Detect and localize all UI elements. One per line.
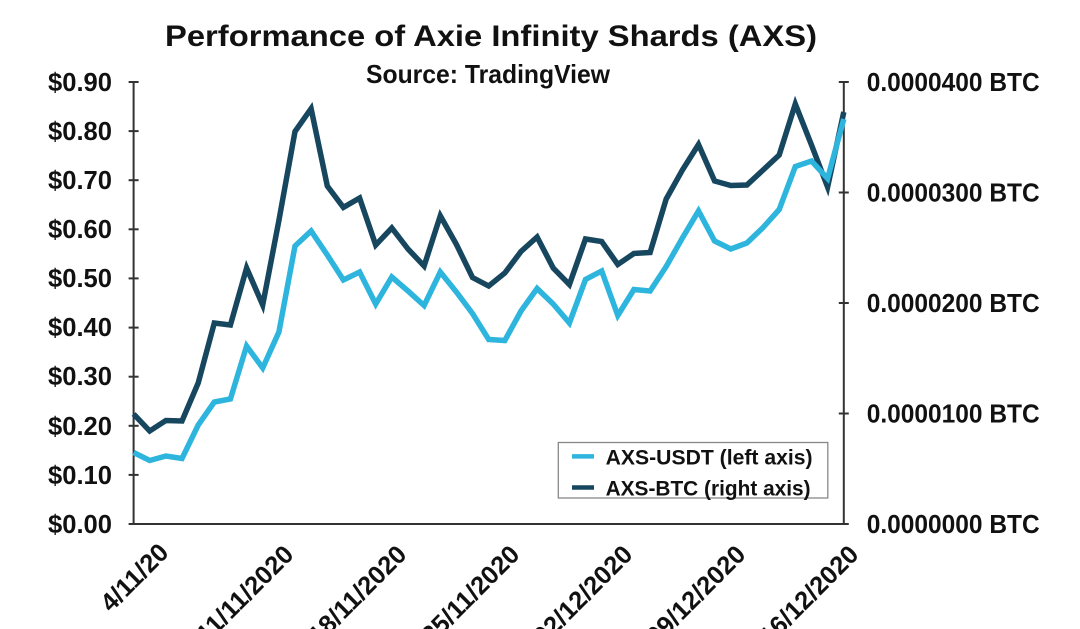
svg-text:$0.00: $0.00 bbox=[48, 509, 112, 539]
svg-text:0.0000000 BTC: 0.0000000 BTC bbox=[867, 509, 1040, 539]
svg-text:$0.40: $0.40 bbox=[48, 312, 112, 342]
svg-text:$0.30: $0.30 bbox=[48, 361, 112, 391]
svg-text:AXS-USDT (left axis): AXS-USDT (left axis) bbox=[606, 447, 813, 470]
svg-text:$0.90: $0.90 bbox=[48, 67, 112, 97]
svg-text:$0.70: $0.70 bbox=[48, 165, 112, 195]
svg-text:$0.50: $0.50 bbox=[48, 263, 112, 293]
svg-text:0.0000100 BTC: 0.0000100 BTC bbox=[867, 399, 1040, 429]
svg-text:0.0000400 BTC: 0.0000400 BTC bbox=[867, 67, 1040, 97]
svg-text:Performance of Axie Infinity S: Performance of Axie Infinity Shards (AXS… bbox=[165, 20, 817, 53]
svg-text:0.0000300 BTC: 0.0000300 BTC bbox=[867, 178, 1040, 208]
svg-text:$0.60: $0.60 bbox=[48, 214, 112, 244]
svg-text:AXS-BTC (right axis): AXS-BTC (right axis) bbox=[606, 477, 811, 500]
svg-text:Source: TradingView: Source: TradingView bbox=[366, 59, 611, 89]
svg-text:$0.20: $0.20 bbox=[48, 411, 112, 441]
svg-text:$0.80: $0.80 bbox=[48, 116, 112, 146]
svg-text:$0.10: $0.10 bbox=[48, 460, 112, 490]
svg-text:0.0000200 BTC: 0.0000200 BTC bbox=[867, 288, 1040, 318]
